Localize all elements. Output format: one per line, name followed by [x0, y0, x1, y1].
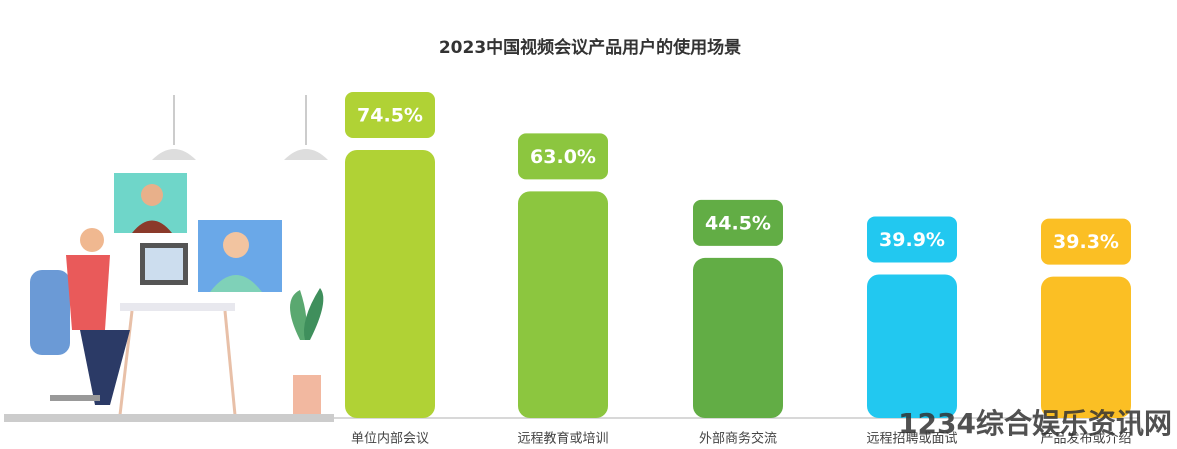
value-label: 74.5% — [357, 105, 423, 127]
bar — [1041, 276, 1131, 418]
x-tick-label: 产品发布或介绍 — [1040, 431, 1131, 447]
value-label: 39.9% — [879, 229, 945, 251]
value-label: 44.5% — [705, 212, 771, 234]
value-label-box — [867, 216, 957, 263]
illustration — [4, 95, 334, 422]
bar — [345, 150, 435, 418]
bar — [867, 274, 957, 418]
chart-title: 2023中国视频会议产品用户的使用场景 — [439, 37, 741, 58]
value-label-box — [518, 133, 608, 180]
bar — [693, 257, 783, 418]
x-tick-label: 远程招聘或面试 — [866, 432, 957, 447]
value-label: 63.0% — [530, 146, 596, 168]
bar — [518, 191, 608, 418]
value-label: 39.3% — [1053, 231, 1119, 253]
value-label-box — [345, 92, 435, 138]
x-tick-label: 单位内部会议 — [351, 431, 429, 447]
x-tick-label: 外部商务交流 — [699, 431, 777, 447]
x-tick-label: 远程教育或培训 — [517, 431, 608, 447]
watermark: 1234综合娱乐资讯网 — [898, 407, 1172, 440]
value-label-box — [693, 199, 783, 246]
value-label-box — [1041, 218, 1131, 265]
